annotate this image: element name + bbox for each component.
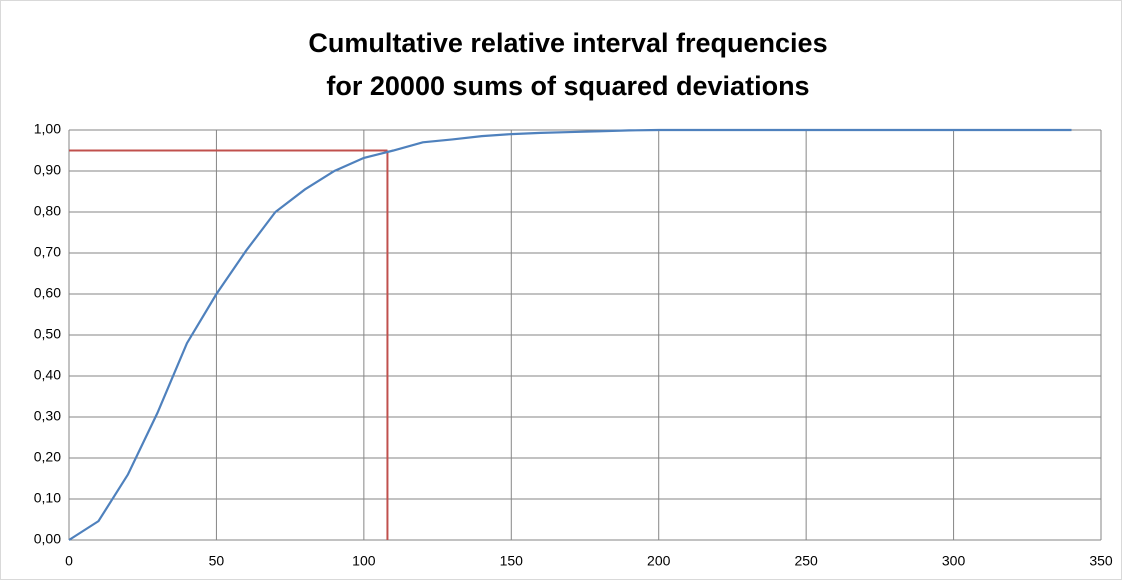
- x-tick-label: 300: [942, 553, 966, 569]
- x-tick-label: 100: [352, 553, 376, 569]
- y-tick-label: 1,00: [34, 121, 61, 137]
- x-tick-label: 200: [647, 553, 671, 569]
- chart-title: Cumultative relative interval frequencie…: [308, 28, 827, 58]
- x-tick-label: 150: [500, 553, 524, 569]
- y-tick-label: 0,40: [34, 367, 61, 383]
- y-tick-label: 0,30: [34, 408, 61, 424]
- y-tick-label: 0,90: [34, 162, 61, 178]
- y-tick-label: 0,10: [34, 490, 61, 506]
- y-tick-label: 0,80: [34, 203, 61, 219]
- chart-title: for 20000 sums of squared deviations: [326, 71, 809, 101]
- x-tick-label: 250: [794, 553, 818, 569]
- y-tick-label: 0,20: [34, 449, 61, 465]
- y-tick-label: 0,60: [34, 285, 61, 301]
- x-tick-label: 350: [1089, 553, 1113, 569]
- y-tick-label: 0,50: [34, 326, 61, 342]
- x-tick-label: 0: [65, 553, 73, 569]
- x-tick-label: 50: [209, 553, 225, 569]
- data-line: [68, 128, 1072, 541]
- y-tick-label: 0,00: [34, 531, 61, 547]
- y-tick-label: 0,70: [34, 244, 61, 260]
